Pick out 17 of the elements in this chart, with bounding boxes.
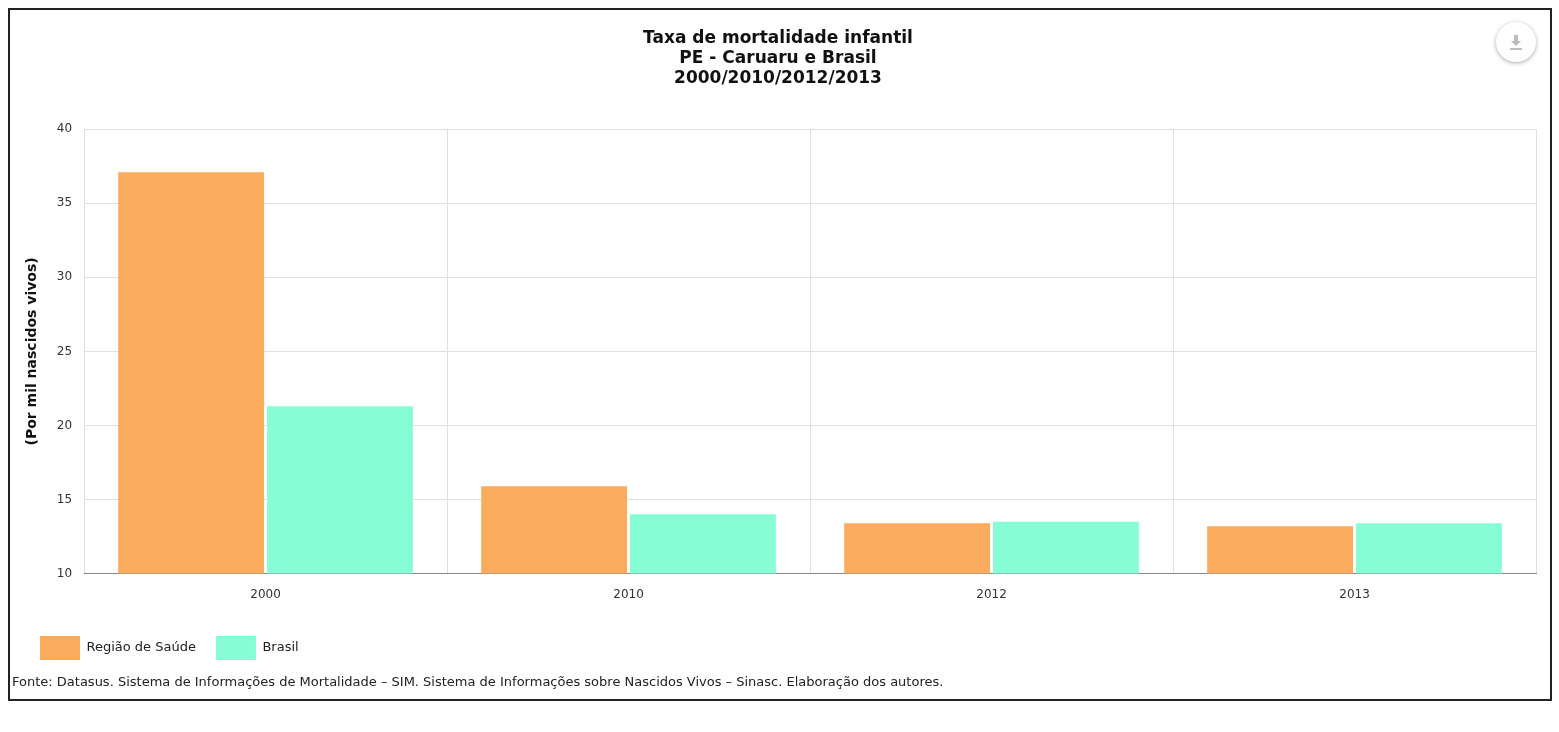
source-note: Fonte: Datasus. Sistema de Informações de Mortalidade – SIM. Sistema de Informações sobre Nascidos Vivos – Sinasc. Elaboração dos autores. <box>11 673 945 691</box>
y-tick-label: 35 <box>56 195 73 210</box>
chart-subtitle: PE - Caruaru e Brasil 2000/2010/2012/2013 <box>674 47 882 88</box>
y-axis-title: (Por mil nascidos vivos) <box>23 257 40 446</box>
x-tick-label: 2010 <box>613 586 644 601</box>
x-tick-label: 2013 <box>1339 586 1370 601</box>
x-tick-label: 2000 <box>250 586 281 601</box>
y-tick-label: 25 <box>56 343 73 358</box>
y-tick-label: 30 <box>56 269 73 284</box>
y-tick-label: 15 <box>56 491 73 506</box>
y-tick-label: 40 <box>56 121 73 136</box>
legend-label: Região de Saúde <box>86 639 196 655</box>
legend-label: Brasil <box>262 639 299 655</box>
y-tick-label: 10 <box>56 565 73 580</box>
x-tick-label: 2012 <box>976 586 1007 601</box>
y-tick-label: 20 <box>56 417 73 432</box>
chart-title: Taxa de mortalidade infantil <box>643 26 913 47</box>
